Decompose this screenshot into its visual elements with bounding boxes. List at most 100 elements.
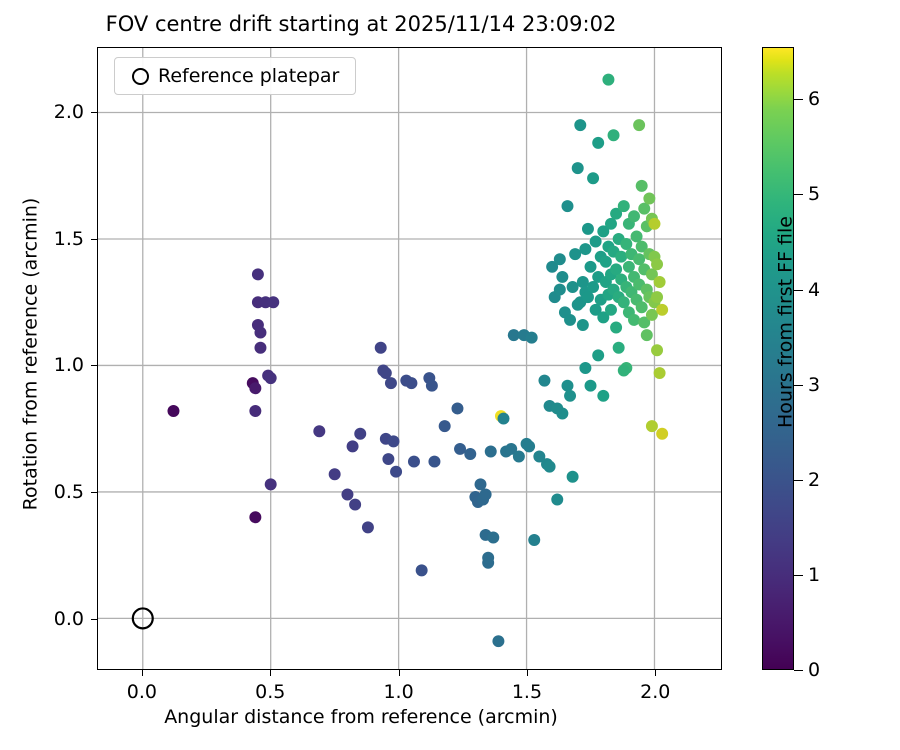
- x-tick-label: 0.0: [126, 681, 158, 703]
- scatter-plot-svg[interactable]: [98, 48, 721, 669]
- scatter-point: [561, 200, 574, 213]
- scatter-point: [474, 478, 487, 491]
- scatter-point: [635, 240, 648, 253]
- reference-circle-icon: [131, 607, 154, 630]
- scatter-point: [497, 412, 510, 425]
- scatter-point: [610, 207, 623, 220]
- colorbar-tick-label: 4: [808, 278, 821, 301]
- scatter-point: [249, 382, 262, 395]
- scatter-point: [543, 460, 556, 473]
- x-tick-mark: [398, 670, 400, 676]
- scatter-point: [349, 498, 362, 511]
- scatter-point: [602, 73, 615, 86]
- y-tick-label: 0.0: [53, 608, 84, 631]
- scatter-point: [387, 435, 400, 448]
- scatter-point: [566, 281, 579, 294]
- scatter-point: [638, 316, 651, 329]
- scatter-point: [407, 455, 420, 468]
- scatter-point: [617, 364, 630, 377]
- scatter-point: [579, 243, 592, 256]
- scatter-point: [354, 427, 367, 440]
- y-tick-label: 0.5: [53, 481, 84, 504]
- colorbar-tick-label: 6: [808, 88, 821, 111]
- scatter-point: [528, 534, 541, 546]
- colorbar[interactable]: 0 1 2 3 4 5 6: [762, 47, 820, 681]
- scatter-point: [428, 455, 441, 468]
- scatter-point: [551, 493, 564, 506]
- scatter-point: [589, 235, 602, 248]
- colorbar-tick-label: 3: [808, 373, 821, 396]
- scatter-point: [599, 255, 612, 268]
- scatter-point: [628, 313, 640, 326]
- scatter-point: [492, 635, 505, 648]
- scatter-point: [584, 260, 597, 273]
- scatter-point: [617, 296, 630, 309]
- scatter-point: [648, 217, 661, 230]
- x-tick-label: 0.5: [255, 681, 286, 703]
- scatter-point: [264, 372, 277, 385]
- scatter-point: [249, 405, 262, 417]
- colorbar-tick-label: 2: [808, 468, 821, 491]
- scatter-point: [523, 440, 536, 453]
- y-tick-label: 2.0: [53, 100, 84, 123]
- scatter-point: [645, 308, 658, 321]
- scatter-point: [640, 329, 653, 342]
- gridlines-group: [98, 48, 721, 669]
- colorbar-label: Hours from first FF file: [774, 216, 797, 428]
- scatter-point: [538, 374, 551, 387]
- scatter-point: [620, 238, 633, 251]
- scatter-point: [390, 465, 403, 478]
- scatter-point: [328, 468, 341, 481]
- y-tick-label: 1.0: [53, 354, 84, 377]
- scatter-point: [643, 192, 656, 205]
- scatter-point: [533, 450, 546, 463]
- colorbar-tick-mark: [794, 384, 803, 386]
- scatter-point: [512, 450, 525, 463]
- scatter-point: [653, 276, 666, 288]
- scatter-point: [264, 478, 277, 491]
- scatter-point: [628, 210, 640, 223]
- scatter-point: [633, 253, 646, 266]
- scatter-point: [167, 405, 180, 417]
- x-tick-mark: [270, 670, 272, 676]
- y-tick-mark: [91, 619, 97, 621]
- scatter-point: [617, 200, 630, 213]
- scatter-point: [464, 448, 477, 460]
- x-tick-mark: [526, 670, 528, 676]
- x-tick-mark: [655, 670, 657, 676]
- scatter-point: [592, 136, 605, 149]
- scatter-point: [374, 341, 387, 354]
- x-tick-mark: [141, 670, 143, 676]
- scatter-point: [597, 389, 610, 402]
- scatter-point: [254, 341, 267, 354]
- y-tick-mark: [91, 365, 97, 367]
- scatter-point: [546, 260, 559, 273]
- scatter-point: [487, 531, 500, 544]
- scatter-point: [610, 263, 623, 276]
- scatter-point: [405, 377, 418, 390]
- scatter-point: [653, 367, 666, 380]
- scatter-point: [361, 521, 374, 534]
- colorbar-tick-mark: [794, 479, 803, 481]
- scatter-point: [645, 420, 658, 433]
- plot-axes[interactable]: Reference platepar: [97, 47, 722, 670]
- scatter-point: [267, 296, 280, 309]
- scatter-point: [589, 303, 602, 316]
- scatter-point: [635, 179, 648, 192]
- scatter-point: [638, 202, 651, 215]
- x-tick-label: 1.0: [383, 681, 414, 703]
- scatter-point: [254, 326, 267, 339]
- scatter-point: [346, 440, 359, 453]
- data-points-group[interactable]: [167, 73, 669, 648]
- scatter-point: [251, 268, 264, 281]
- scatter-point: [635, 301, 648, 314]
- scatter-point: [569, 248, 582, 261]
- colorbar-tick-mark: [794, 670, 803, 671]
- y-tick-label: 1.5: [53, 227, 84, 250]
- scatter-point: [415, 564, 428, 577]
- scatter-point: [505, 442, 518, 455]
- legend-box[interactable]: Reference platepar: [114, 57, 357, 95]
- scatter-point: [479, 488, 492, 501]
- scatter-point: [484, 445, 497, 458]
- scatter-point: [507, 329, 520, 342]
